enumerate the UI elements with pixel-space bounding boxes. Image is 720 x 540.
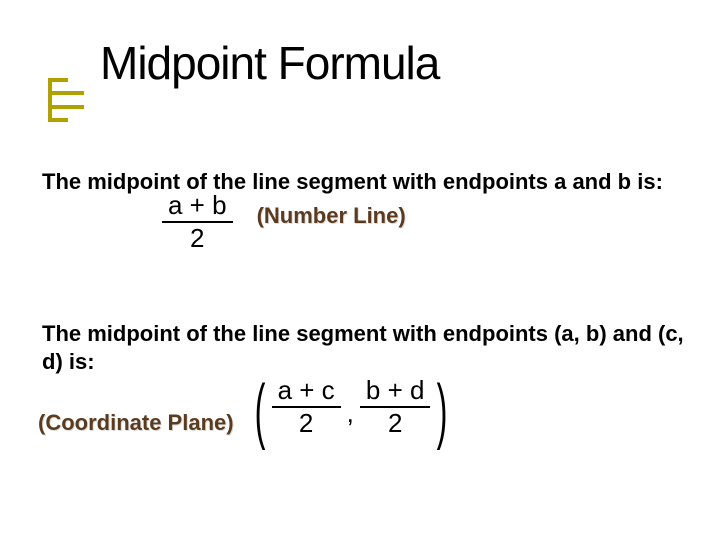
formula-row-1: a + b 2 (Number Line) [162, 192, 690, 253]
denominator-ac: 2 [272, 408, 341, 437]
left-paren-icon: ( [254, 383, 265, 439]
context-label-coordinate-plane: (Coordinate Plane) [38, 410, 234, 436]
pair-separator: , [341, 398, 360, 429]
denominator-ab: 2 [162, 223, 233, 252]
numerator-ab: a + b [162, 192, 233, 223]
fraction-ac: a + c 2 [272, 377, 341, 438]
section-number-line: The midpoint of the line segment with en… [42, 168, 690, 252]
fraction-bd: b + d 2 [360, 377, 431, 438]
context-label-number-line: (Number Line) [257, 203, 406, 229]
denominator-bd: 2 [360, 408, 431, 437]
slide-title: Midpoint Formula [100, 36, 439, 90]
fraction-ab: a + b 2 [162, 192, 233, 253]
ordered-pair: ( a + c 2 , b + d 2 ) [248, 377, 455, 438]
numerator-ac: a + c [272, 377, 341, 408]
title-bullet-icon [48, 78, 84, 114]
numerator-bd: b + d [360, 377, 431, 408]
section-coordinate-plane: The midpoint of the line segment with en… [42, 320, 690, 438]
formula-row-2: (Coordinate Plane) ( a + c 2 , b + d 2 ) [38, 377, 690, 438]
slide-title-block: Midpoint Formula [48, 36, 439, 90]
lead-text-1: The midpoint of the line segment with en… [42, 168, 690, 196]
right-paren-icon: ) [437, 383, 448, 439]
lead-text-2: The midpoint of the line segment with en… [42, 320, 690, 375]
